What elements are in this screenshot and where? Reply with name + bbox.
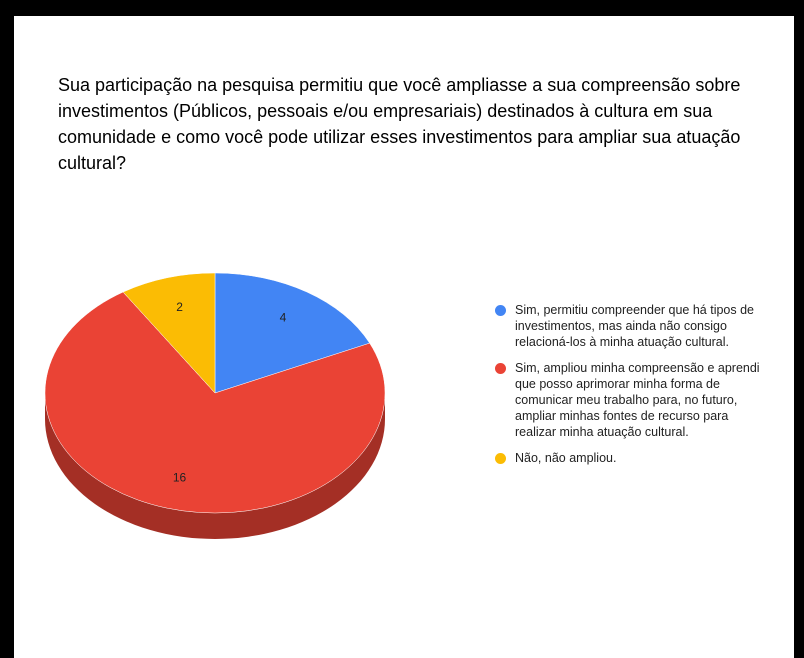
pie-slice: [214, 272, 371, 394]
pie-slice: [44, 291, 386, 514]
chart-title: Sua participação na pesquisa permitiu qu…: [58, 75, 741, 173]
legend-label: Não, não ampliou.: [515, 451, 617, 465]
legend-swatch: [495, 305, 506, 316]
pie-slice: [122, 272, 216, 394]
legend-swatch: [495, 363, 506, 374]
legend-item: Sim, permitiu compreender que há tipos d…: [495, 302, 760, 350]
data-label: 2: [176, 300, 183, 314]
legend-swatch: [495, 453, 506, 464]
legend-item: Não, não ampliou.: [495, 450, 760, 466]
legend-label: Sim, ampliou minha compreensão e aprendi…: [515, 361, 760, 439]
legend: Sim, permitiu compreender que há tipos d…: [495, 302, 765, 476]
legend-label: Sim, permitiu compreender que há tipos d…: [515, 303, 755, 349]
legend-item: Sim, ampliou minha compreensão e aprendi…: [495, 360, 760, 440]
data-label: 16: [173, 470, 187, 484]
pie-side: [45, 393, 385, 539]
data-label: 4: [280, 310, 287, 324]
